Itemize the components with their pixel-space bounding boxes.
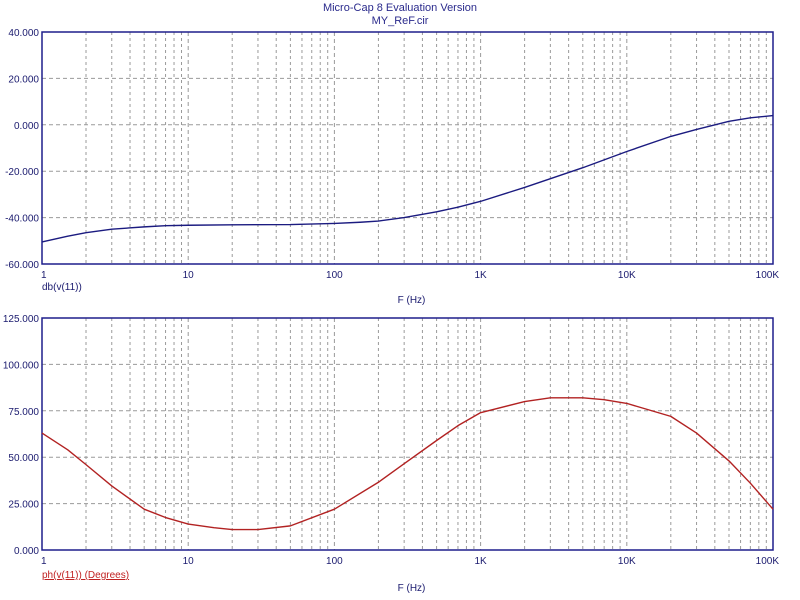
trace-label: db(v(11)) [42, 282, 82, 293]
window-title: Micro-Cap 8 Evaluation Version [322, 2, 478, 14]
x-tick-label: 100 [326, 270, 343, 281]
y-tick-label: 40.000 [8, 28, 39, 39]
y-tick-label: 25.000 [8, 500, 39, 511]
x-tick-label: 1K [474, 270, 487, 281]
trace-label: ph(v(11)) (Degrees) [42, 570, 129, 581]
x-tick-label: 10K [618, 556, 636, 567]
y-tick-label: 75.000 [8, 407, 39, 418]
x-tick-label: 10 [183, 556, 195, 567]
x-tick-label: 100K [756, 556, 780, 567]
plot-frame [41, 317, 774, 551]
x-tick-label: 10 [183, 270, 195, 281]
y-tick-label: 100.000 [3, 360, 40, 371]
y-tick-label: 0.000 [14, 121, 39, 132]
x-tick-label: 100 [326, 556, 343, 567]
phase-plot: 0.000 25.000 50.000 75.000 100.000 125.000 1 10… [3, 314, 779, 594]
file-name: MY_ReF.cir [371, 15, 429, 27]
magnitude-plot: -60.000 -40.000 -20.000 0.000 20.000 40.000 1 1… [5, 28, 779, 306]
x-axis-title: F (Hz) [398, 295, 426, 306]
y-tick-label: -60.000 [5, 260, 39, 271]
y-tick-label: 20.000 [8, 74, 39, 85]
y-tick-label: 125.000 [3, 314, 40, 325]
y-tick-label: 50.000 [8, 453, 39, 464]
x-tick-label: 100K [756, 270, 780, 281]
series-line [41, 397, 774, 531]
y-tick-label: 0.000 [14, 546, 39, 557]
x-tick-label: 1 [41, 270, 47, 281]
x-axis-title: F (Hz) [398, 583, 426, 594]
y-tick-label: -20.000 [5, 167, 39, 178]
series-line [41, 114, 774, 243]
x-tick-label: 1 [41, 556, 47, 567]
x-tick-label: 10K [618, 270, 636, 281]
y-tick-label: -40.000 [5, 214, 39, 225]
plot-frame [41, 31, 774, 265]
title-block: Micro-Cap 8 Evaluation Version MY_ReF.ci… [0, 2, 800, 28]
x-tick-label: 1K [474, 556, 487, 567]
